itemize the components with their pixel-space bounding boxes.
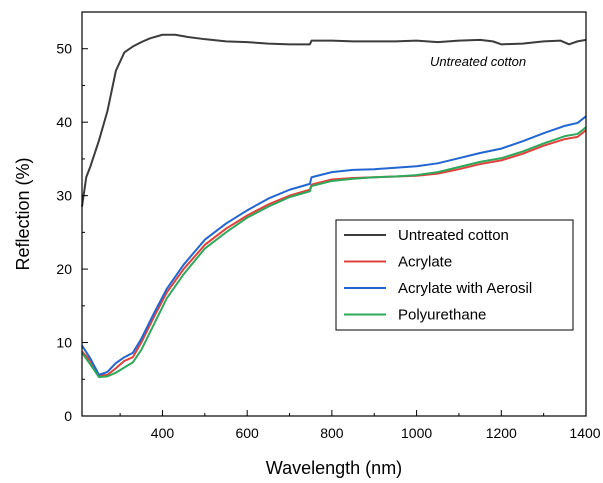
series-line-polyurethane — [81, 126, 587, 379]
y-axis-title: Reflection (%) — [13, 157, 33, 270]
legend-label-acrylate-with-aerosil: Acrylate with Aerosil — [398, 280, 532, 297]
y-tick-label-0: 0 — [64, 408, 72, 424]
series-layer — [81, 33, 587, 379]
plot-area-frame — [81, 11, 587, 417]
legend-label-acrylate: Acrylate — [398, 254, 452, 271]
y-tick-label-30: 30 — [56, 188, 72, 204]
y-tick-label-20: 20 — [56, 261, 72, 277]
x-tick-label-600: 600 — [235, 425, 259, 441]
series-line-untreated-cotton — [81, 33, 587, 207]
x-tick-label-400: 400 — [151, 425, 175, 441]
series-line-acrylate-with-aerosil — [81, 115, 587, 376]
axis-ticks: 400 600 800 1000 1200 1400 0 10 20 30 40 50 — [56, 11, 601, 441]
x-tick-label-1200: 1200 — [486, 425, 517, 441]
y-tick-label-10: 10 — [56, 335, 72, 351]
x-tick-label-800: 800 — [320, 425, 344, 441]
annotation-untreated-cotton: Untreated cotton — [430, 54, 526, 69]
x-tick-label-1400: 1400 — [569, 425, 600, 441]
legend-label-untreated-cotton: Untreated cotton — [398, 227, 509, 244]
x-tick-label-1000: 1000 — [401, 425, 432, 441]
x-axis-title: Wavelength (nm) — [266, 458, 402, 478]
y-tick-label-50: 50 — [56, 41, 72, 57]
legend-box — [335, 219, 574, 331]
y-tick-label-40: 40 — [56, 114, 72, 130]
legend: Untreated cotton Acrylate Acrylate with Ae… — [335, 219, 574, 331]
series-line-acrylate — [81, 129, 587, 377]
legend-label-polyurethane: Polyurethane — [398, 307, 486, 324]
